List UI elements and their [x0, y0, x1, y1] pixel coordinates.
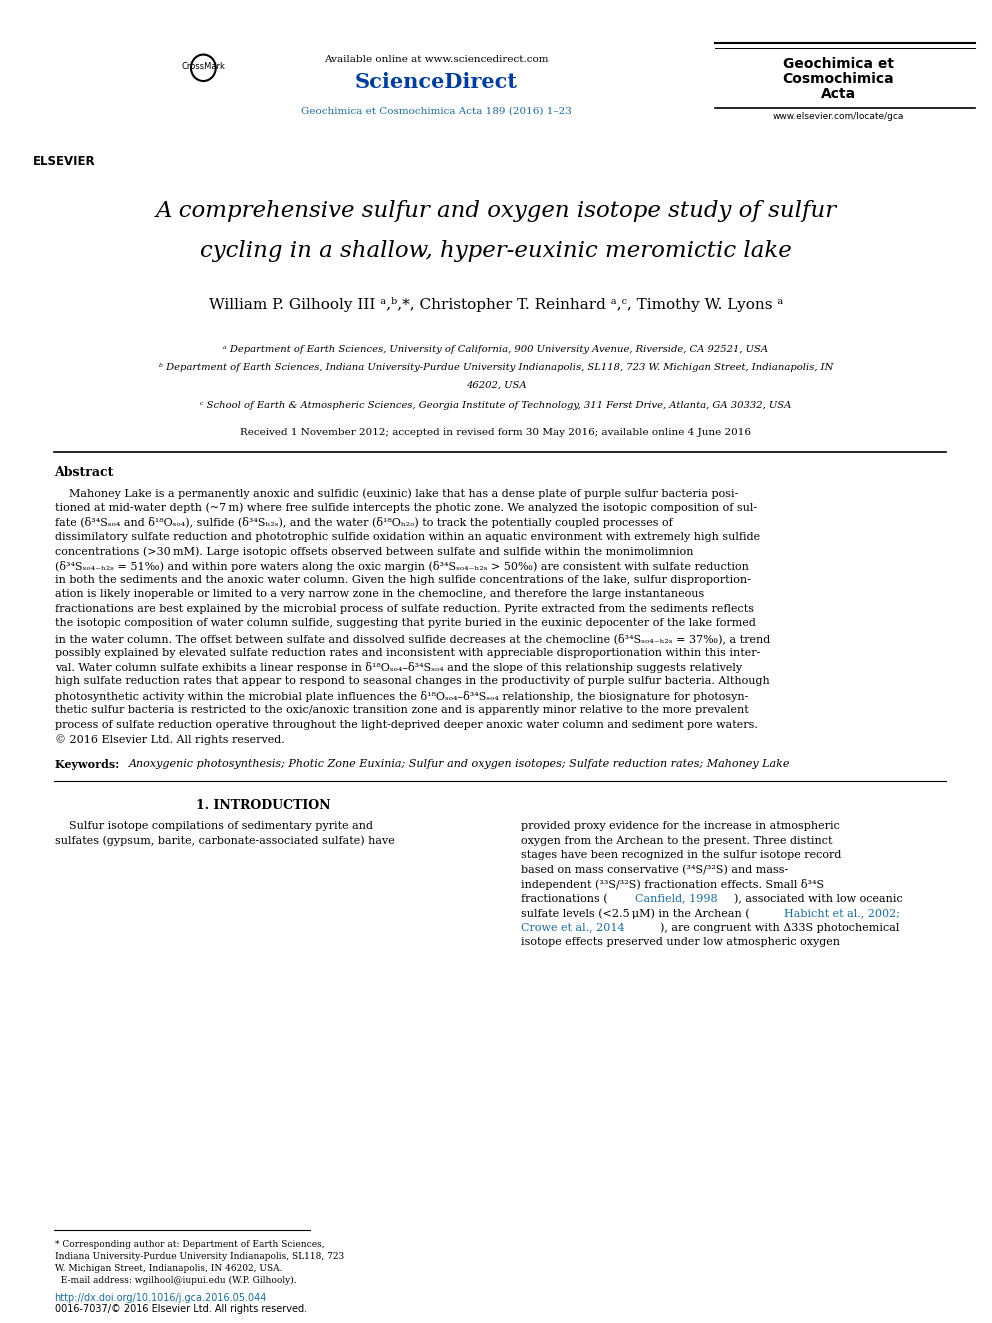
Text: fractionations (: fractionations ( [521, 893, 607, 904]
Text: ᵇ Department of Earth Sciences, Indiana University-Purdue University Indianapoli: ᵇ Department of Earth Sciences, Indiana … [159, 363, 833, 372]
Text: in the water column. The offset between sulfate and dissolved sulfide decreases : in the water column. The offset between … [55, 632, 770, 644]
Text: Habicht et al., 2002;: Habicht et al., 2002; [784, 908, 900, 918]
Text: cycling in a shallow, hyper-euxinic meromictic lake: cycling in a shallow, hyper-euxinic mero… [200, 239, 792, 262]
Text: fate (δ³⁴Sₛₒ₄ and δ¹⁸Oₛₒ₄), sulfide (δ³⁴Sₕ₂ₛ), and the water (δ¹⁸Oₕ₂ₒ) to track : fate (δ³⁴Sₛₒ₄ and δ¹⁸Oₛₒ₄), sulfide (δ³⁴… [55, 517, 673, 528]
Text: ation is likely inoperable or limited to a very narrow zone in the chemocline, a: ation is likely inoperable or limited to… [55, 590, 703, 599]
Text: ), are congruent with Δ33S photochemical: ), are congruent with Δ33S photochemical [660, 922, 899, 933]
Text: Abstract: Abstract [55, 466, 114, 479]
Text: E-mail address: wgilhool@iupui.edu (W.P. Gilhooly).: E-mail address: wgilhool@iupui.edu (W.P.… [55, 1275, 297, 1285]
Text: Available online at www.sciencedirect.com: Available online at www.sciencedirect.co… [324, 56, 549, 64]
Text: independent (³³S/³²S) fractionation effects. Small δ³⁴S: independent (³³S/³²S) fractionation effe… [521, 878, 824, 890]
Text: Acta: Acta [820, 87, 856, 101]
Text: Crowe et al., 2014: Crowe et al., 2014 [521, 922, 624, 933]
Text: fractionations are best explained by the microbial process of sulfate reduction.: fractionations are best explained by the… [55, 605, 754, 614]
Text: val. Water column sulfate exhibits a linear response in δ¹⁸Oₛₒ₄–δ³⁴Sₛₒ₄ and the : val. Water column sulfate exhibits a lin… [55, 662, 742, 673]
Text: CrossMark: CrossMark [182, 62, 225, 71]
Text: * Corresponding author at: Department of Earth Sciences,: * Corresponding author at: Department of… [55, 1240, 324, 1249]
Text: based on mass conservative (³⁴S/³²S) and mass-: based on mass conservative (³⁴S/³²S) and… [521, 864, 788, 875]
Text: stages have been recognized in the sulfur isotope record: stages have been recognized in the sulfu… [521, 849, 841, 860]
Text: ᶜ School of Earth & Atmospheric Sciences, Georgia Institute of Technology, 311 F: ᶜ School of Earth & Atmospheric Sciences… [200, 401, 792, 410]
Text: Cosmochimica: Cosmochimica [783, 71, 894, 86]
Text: in both the sediments and the anoxic water column. Given the high sulfide concen: in both the sediments and the anoxic wat… [55, 576, 750, 585]
Text: 0016-7037/© 2016 Elsevier Ltd. All rights reserved.: 0016-7037/© 2016 Elsevier Ltd. All right… [55, 1304, 307, 1314]
Text: high sulfate reduction rates that appear to respond to seasonal changes in the p: high sulfate reduction rates that appear… [55, 676, 770, 687]
Text: Geochimica et: Geochimica et [783, 57, 894, 71]
Text: provided proxy evidence for the increase in atmospheric: provided proxy evidence for the increase… [521, 822, 839, 831]
Text: © 2016 Elsevier Ltd. All rights reserved.: © 2016 Elsevier Ltd. All rights reserved… [55, 734, 285, 745]
Text: Canfield, 1998: Canfield, 1998 [635, 893, 717, 904]
Text: the isotopic composition of water column sulfide, suggesting that pyrite buried : the isotopic composition of water column… [55, 618, 756, 628]
Text: Sulfur isotope compilations of sedimentary pyrite and: Sulfur isotope compilations of sedimenta… [55, 822, 373, 831]
Text: Anoxygenic photosynthesis; Photic Zone Euxinia; Sulfur and oxygen isotopes; Sulf: Anoxygenic photosynthesis; Photic Zone E… [129, 759, 791, 769]
Text: www.elsevier.com/locate/gca: www.elsevier.com/locate/gca [773, 112, 904, 120]
Text: Mahoney Lake is a permanently anoxic and sulfidic (euxinic) lake that has a dens: Mahoney Lake is a permanently anoxic and… [55, 488, 738, 499]
Text: possibly explained by elevated sulfate reduction rates and inconsistent with app: possibly explained by elevated sulfate r… [55, 647, 760, 658]
Text: sulfate levels (<2.5 μM) in the Archean (: sulfate levels (<2.5 μM) in the Archean … [521, 908, 749, 918]
Text: ᵃ Department of Earth Sciences, University of California, 900 University Avenue,: ᵃ Department of Earth Sciences, Universi… [223, 345, 769, 355]
Text: ), associated with low oceanic: ), associated with low oceanic [734, 893, 903, 904]
Text: oxygen from the Archean to the present. Three distinct: oxygen from the Archean to the present. … [521, 836, 832, 845]
Text: 46202, USA: 46202, USA [465, 381, 527, 390]
Text: process of sulfate reduction operative throughout the light-deprived deeper anox: process of sulfate reduction operative t… [55, 720, 758, 730]
Text: thetic sulfur bacteria is restricted to the oxic/anoxic transition zone and is a: thetic sulfur bacteria is restricted to … [55, 705, 748, 716]
Text: ScienceDirect: ScienceDirect [355, 71, 518, 93]
Text: W. Michigan Street, Indianapolis, IN 46202, USA.: W. Michigan Street, Indianapolis, IN 462… [55, 1263, 282, 1273]
Text: Received 1 November 2012; accepted in revised form 30 May 2016; available online: Received 1 November 2012; accepted in re… [240, 429, 752, 437]
Text: sulfates (gypsum, barite, carbonate-associated sulfate) have: sulfates (gypsum, barite, carbonate-asso… [55, 836, 394, 847]
Text: A comprehensive sulfur and oxygen isotope study of sulfur: A comprehensive sulfur and oxygen isotop… [156, 200, 836, 222]
Text: 1. INTRODUCTION: 1. INTRODUCTION [195, 799, 330, 812]
Text: http://dx.doi.org/10.1016/j.gca.2016.05.044: http://dx.doi.org/10.1016/j.gca.2016.05.… [55, 1293, 267, 1303]
Text: (δ³⁴Sₛₒ₄₋ₕ₂ₛ = 51‰) and within pore waters along the oxic margin (δ³⁴Sₛₒ₄₋ₕ₂ₛ > : (δ³⁴Sₛₒ₄₋ₕ₂ₛ = 51‰) and within pore wate… [55, 561, 748, 572]
Text: Geochimica et Cosmochimica Acta 189 (2016) 1–23: Geochimica et Cosmochimica Acta 189 (201… [301, 107, 572, 116]
Text: tioned at mid-water depth (~7 m) where free sulfide intercepts the photic zone. : tioned at mid-water depth (~7 m) where f… [55, 503, 757, 513]
Text: concentrations (>30 mM). Large isotopic offsets observed between sulfate and sul: concentrations (>30 mM). Large isotopic … [55, 546, 693, 557]
Text: dissimilatory sulfate reduction and phototrophic sulfide oxidation within an aqu: dissimilatory sulfate reduction and phot… [55, 532, 760, 541]
Text: Indiana University-Purdue University Indianapolis, SL118, 723: Indiana University-Purdue University Ind… [55, 1252, 343, 1261]
Text: ELSEVIER: ELSEVIER [33, 155, 96, 168]
Text: photosynthetic activity within the microbial plate influences the δ¹⁸Oₛₒ₄–δ³⁴Sₛₒ: photosynthetic activity within the micro… [55, 691, 748, 703]
Text: Keywords:: Keywords: [55, 759, 127, 770]
Text: isotope effects preserved under low atmospheric oxygen: isotope effects preserved under low atmo… [521, 937, 840, 947]
Text: William P. Gilhooly III ᵃ,ᵇ,*, Christopher T. Reinhard ᵃ,ᶜ, Timothy W. Lyons ᵃ: William P. Gilhooly III ᵃ,ᵇ,*, Christoph… [208, 296, 784, 312]
